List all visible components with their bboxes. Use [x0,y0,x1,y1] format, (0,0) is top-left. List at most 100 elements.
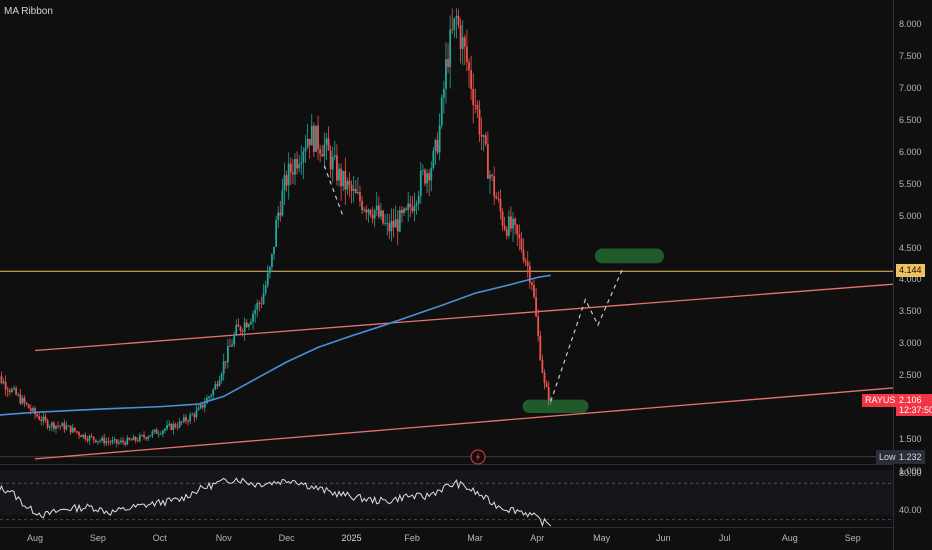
candle-body [90,435,93,437]
price-tick-label: 5.000 [899,210,922,221]
low-value: 1.232 [899,451,922,462]
target-zone-1[interactable] [594,248,664,264]
candle-body [97,441,99,443]
candle-body [268,266,271,274]
candle-body [323,144,326,157]
candle-body [405,208,408,210]
candle-body [470,70,473,89]
candle-body [130,439,133,441]
candle-body [283,175,286,191]
candle-body [493,176,496,197]
candle-body [210,395,213,397]
low-value-badge: 1.232 [896,449,925,464]
target-zone-2[interactable] [522,399,589,413]
candle-body [501,211,504,226]
candle-body [101,437,103,441]
candle-body [65,425,68,430]
candle-body [252,313,254,322]
candle-body [8,390,11,393]
price-tick-label: 6.000 [899,146,922,157]
candle-body [310,125,313,146]
candle-body [541,359,544,373]
symbol-price-value: 2.106 [899,395,922,406]
candle-body [331,156,334,170]
price-tick-label: 7.000 [899,83,922,94]
candle-body [289,163,292,173]
candle-body [170,423,173,430]
candle-body [235,324,238,335]
candle-body [528,266,531,283]
candle-body [522,249,525,261]
candle-body [413,205,416,212]
price-tick-label: 3.000 [899,338,922,349]
candle-body [241,330,244,332]
price-tick-label: 3.500 [899,306,922,317]
candle-body [59,425,62,427]
countdown-timer: 12:37:50 [899,405,932,416]
candle-body [201,404,204,408]
candle-body [386,223,389,224]
candle-body [84,434,87,440]
candle-body [55,425,57,429]
candle-body [231,344,233,347]
channel-lower-line[interactable] [34,360,932,460]
candle-body [445,59,447,89]
candle-body [57,425,59,427]
candle-body [40,419,43,421]
candle-body [216,384,219,386]
candle-body [287,163,290,186]
candle-body [436,139,439,153]
candle-body [348,180,351,185]
candle-body [510,216,512,229]
candle-body [48,426,51,428]
price-tick-label: 4.000 [899,274,922,285]
candle-body [325,138,328,145]
candle-body [344,170,347,190]
flash-event-icon[interactable] [470,449,486,465]
candle-body [222,361,225,374]
candle-body [266,273,269,286]
candle-body [191,414,194,416]
candle-body [533,285,535,297]
indicator-title[interactable]: MA Ribbon [4,6,53,17]
candle-body [382,210,384,224]
candle-body [176,427,179,428]
candle-body [505,229,508,236]
candle-body [526,262,529,267]
candle-body [138,435,141,441]
candle-body [315,125,317,152]
candle-body [73,427,76,432]
candle-body [218,380,221,386]
candle-body [32,408,34,411]
candle-body [296,159,298,169]
candle-body [239,326,242,331]
candle-body [388,223,391,232]
candle-body [503,225,506,230]
candle-body [459,25,462,50]
candle-body [277,212,280,221]
candle-body [67,425,70,427]
candle-body [354,188,357,194]
symbol-price-value-badge: 2.106 12:37:50 [896,394,932,417]
candle-body [507,216,510,236]
dashed-projection-path[interactable] [550,267,624,402]
candle-body [392,221,395,228]
candle-body [520,238,523,250]
candle-body [208,396,210,399]
candle-body [2,381,5,384]
rsi-pane[interactable] [0,465,893,527]
price-tick-label: 7.500 [899,51,922,62]
price-tick-label: 1.000 [899,465,922,476]
candle-body [141,435,143,436]
candle-body [256,303,259,310]
candle-body [6,389,9,391]
candle-body [111,440,114,443]
candle-body [350,184,353,191]
candle-body [371,215,374,219]
time-tick-label: Oct [152,533,167,543]
time-tick-label: Jun [656,533,671,543]
candle-body [338,168,340,181]
candle-body [44,416,47,421]
candle-body [442,88,445,98]
